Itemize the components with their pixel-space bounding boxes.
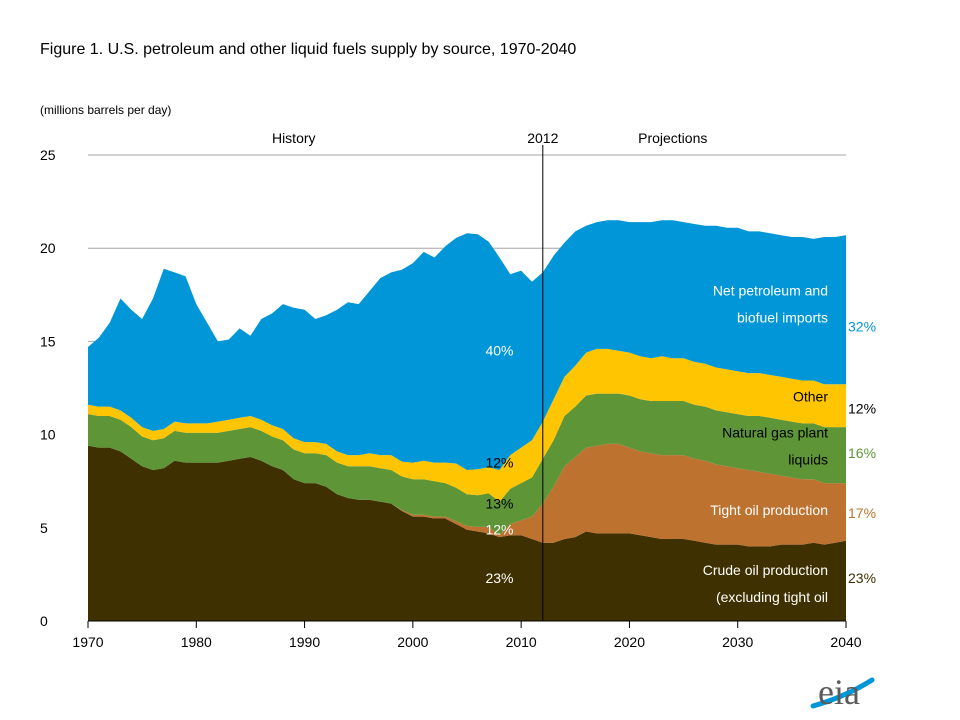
share-label: 23% [485, 570, 513, 586]
y-tick-label: 0 [40, 613, 48, 629]
history-label: History [272, 130, 316, 146]
share-label: 32% [848, 318, 876, 334]
series-label: liquids [788, 451, 828, 467]
series-label: Natural gas plant [722, 424, 828, 440]
area-series-2 [88, 393, 846, 536]
x-tick-label: 2020 [614, 634, 645, 650]
projections-label: Projections [638, 130, 707, 146]
eia-logo-text: eia [818, 672, 860, 712]
area-series-1 [88, 443, 846, 547]
x-tick-label: 1990 [289, 634, 320, 650]
series-label: biofuel imports [737, 310, 828, 326]
share-label: 23% [848, 570, 876, 586]
share-label: 13% [485, 496, 513, 512]
axes: 0 5 10 15 20 25 1970 1980 1990 2000 2010 2020 2030 20… [40, 147, 862, 650]
share-labels: 23% 23% 12% 17% 13% 16% 12% 12% 40% 32% [485, 318, 876, 586]
series-label: Tight oil production [710, 502, 828, 518]
share-label: 40% [485, 343, 513, 359]
share-label: 12% [485, 455, 513, 471]
area-series-4 [88, 220, 846, 470]
stacked-areas [88, 220, 846, 621]
series-label: (excluding tight oil [716, 589, 828, 605]
share-label: 16% [848, 445, 876, 461]
x-tick-label: 2010 [506, 634, 537, 650]
y-tick-label: 20 [40, 240, 56, 256]
eia-logo-swoosh [810, 677, 875, 709]
y-tick-label: 10 [40, 427, 56, 443]
series-label: Net petroleum and [713, 283, 828, 299]
y-axis-unit-label: (millions barrels per day) [40, 103, 171, 117]
share-label: 12% [848, 401, 876, 417]
divider-year-label: 2012 [527, 130, 558, 146]
y-tick-label: 15 [40, 333, 56, 349]
area-series-0 [88, 445, 846, 621]
x-tick-label: 2000 [397, 634, 428, 650]
series-label: Crude oil production [703, 562, 828, 578]
x-tick-label: 1970 [72, 634, 103, 650]
area-series-3 [88, 348, 846, 502]
x-tick-label: 1980 [181, 634, 212, 650]
chart-title: Figure 1. U.S. petroleum and other liqui… [40, 41, 576, 58]
y-tick-label: 25 [40, 147, 56, 163]
x-tick-label: 2030 [722, 634, 753, 650]
y-tick-label: 5 [40, 520, 48, 536]
eia-logo: eia [810, 672, 875, 712]
series-labels: Net petroleum and biofuel imports Other Nat… [703, 283, 829, 606]
x-tick-label: 2040 [830, 634, 861, 650]
share-label: 17% [848, 505, 876, 521]
share-label: 12% [485, 522, 513, 538]
series-label: Other [793, 388, 828, 404]
